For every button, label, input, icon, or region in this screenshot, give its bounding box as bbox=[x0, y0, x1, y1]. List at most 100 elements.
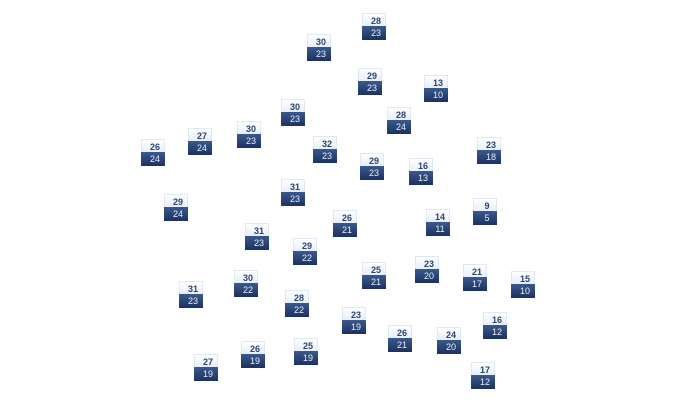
low-temp: 11 bbox=[426, 222, 450, 236]
low-temp: 23 bbox=[179, 294, 203, 308]
low-temp: 10 bbox=[511, 284, 535, 298]
low-temp: 21 bbox=[362, 275, 386, 289]
low-temp: 19 bbox=[342, 320, 366, 334]
temperature-marker[interactable]: 26 21 bbox=[388, 325, 412, 352]
temperature-marker[interactable]: 30 23 bbox=[281, 99, 305, 126]
temperature-marker[interactable]: 28 23 bbox=[362, 13, 386, 40]
temperature-marker[interactable]: 23 18 bbox=[477, 137, 501, 164]
high-temp: 27 bbox=[188, 128, 212, 141]
high-temp: 26 bbox=[141, 139, 165, 152]
temperature-marker[interactable]: 28 22 bbox=[285, 290, 309, 317]
low-temp: 23 bbox=[237, 134, 261, 148]
high-temp: 16 bbox=[409, 158, 433, 171]
high-temp: 13 bbox=[424, 75, 448, 88]
high-temp: 24 bbox=[437, 327, 461, 340]
temperature-marker[interactable]: 29 22 bbox=[293, 238, 317, 265]
low-temp: 24 bbox=[164, 207, 188, 221]
high-temp: 16 bbox=[483, 312, 507, 325]
temperature-marker[interactable]: 29 24 bbox=[164, 194, 188, 221]
low-temp: 22 bbox=[234, 283, 258, 297]
temperature-marker[interactable]: 25 19 bbox=[294, 338, 318, 365]
high-temp: 30 bbox=[307, 34, 331, 47]
temperature-marker[interactable]: 30 23 bbox=[237, 121, 261, 148]
high-temp: 29 bbox=[360, 153, 384, 166]
low-temp: 12 bbox=[483, 325, 507, 339]
temperature-marker[interactable]: 23 19 bbox=[342, 307, 366, 334]
low-temp: 17 bbox=[463, 277, 487, 291]
temperature-marker[interactable]: 27 19 bbox=[194, 354, 218, 381]
high-temp: 28 bbox=[362, 13, 386, 26]
high-temp: 26 bbox=[333, 210, 357, 223]
low-temp: 20 bbox=[437, 340, 461, 354]
high-temp: 15 bbox=[511, 271, 535, 284]
low-temp: 24 bbox=[387, 120, 411, 134]
low-temp: 22 bbox=[285, 303, 309, 317]
low-temp: 23 bbox=[245, 236, 269, 250]
high-temp: 9 bbox=[473, 198, 497, 211]
high-temp: 23 bbox=[342, 307, 366, 320]
high-temp: 14 bbox=[426, 209, 450, 222]
low-temp: 23 bbox=[362, 26, 386, 40]
temperature-marker[interactable]: 15 10 bbox=[511, 271, 535, 298]
temperature-marker[interactable]: 21 17 bbox=[463, 264, 487, 291]
high-temp: 26 bbox=[241, 341, 265, 354]
temperature-marker[interactable]: 31 23 bbox=[281, 179, 305, 206]
high-temp: 31 bbox=[179, 281, 203, 294]
low-temp: 10 bbox=[424, 88, 448, 102]
temperature-marker[interactable]: 14 11 bbox=[426, 209, 450, 236]
temperature-marker[interactable]: 28 24 bbox=[387, 107, 411, 134]
high-temp: 32 bbox=[313, 136, 337, 149]
low-temp: 24 bbox=[141, 152, 165, 166]
temperature-marker[interactable]: 30 23 bbox=[307, 34, 331, 61]
temperature-marker[interactable]: 23 20 bbox=[415, 256, 439, 283]
low-temp: 12 bbox=[471, 375, 495, 389]
temperature-marker[interactable]: 26 24 bbox=[141, 139, 165, 166]
temperature-marker[interactable]: 27 24 bbox=[188, 128, 212, 155]
temperature-marker[interactable]: 31 23 bbox=[179, 281, 203, 308]
high-temp: 28 bbox=[285, 290, 309, 303]
temperature-marker[interactable]: 25 21 bbox=[362, 262, 386, 289]
high-temp: 30 bbox=[234, 270, 258, 283]
low-temp: 23 bbox=[360, 166, 384, 180]
temperature-marker[interactable]: 26 19 bbox=[241, 341, 265, 368]
high-temp: 31 bbox=[281, 179, 305, 192]
low-temp: 19 bbox=[194, 367, 218, 381]
high-temp: 30 bbox=[237, 121, 261, 134]
low-temp: 23 bbox=[281, 192, 305, 206]
low-temp: 21 bbox=[388, 338, 412, 352]
low-temp: 24 bbox=[188, 141, 212, 155]
low-temp: 23 bbox=[307, 47, 331, 61]
temperature-marker[interactable]: 32 23 bbox=[313, 136, 337, 163]
temperature-marker[interactable]: 30 22 bbox=[234, 270, 258, 297]
temperature-marker[interactable]: 24 20 bbox=[437, 327, 461, 354]
low-temp: 13 bbox=[409, 171, 433, 185]
low-temp: 18 bbox=[477, 150, 501, 164]
high-temp: 29 bbox=[164, 194, 188, 207]
temperature-marker[interactable]: 17 12 bbox=[471, 362, 495, 389]
low-temp: 20 bbox=[415, 269, 439, 283]
temperature-marker[interactable]: 29 23 bbox=[360, 153, 384, 180]
temperature-marker[interactable]: 13 10 bbox=[424, 75, 448, 102]
high-temp: 25 bbox=[294, 338, 318, 351]
high-temp: 28 bbox=[387, 107, 411, 120]
low-temp: 19 bbox=[294, 351, 318, 365]
high-temp: 31 bbox=[245, 223, 269, 236]
high-temp: 17 bbox=[471, 362, 495, 375]
low-temp: 21 bbox=[333, 223, 357, 237]
high-temp: 25 bbox=[362, 262, 386, 275]
high-temp: 26 bbox=[388, 325, 412, 338]
low-temp: 22 bbox=[293, 251, 317, 265]
temperature-marker[interactable]: 29 23 bbox=[358, 68, 382, 95]
temperature-marker[interactable]: 16 12 bbox=[483, 312, 507, 339]
low-temp: 19 bbox=[241, 354, 265, 368]
low-temp: 23 bbox=[281, 112, 305, 126]
high-temp: 30 bbox=[281, 99, 305, 112]
low-temp: 5 bbox=[473, 211, 497, 225]
temperature-marker[interactable]: 26 21 bbox=[333, 210, 357, 237]
temperature-marker[interactable]: 16 13 bbox=[409, 158, 433, 185]
low-temp: 23 bbox=[358, 81, 382, 95]
high-temp: 21 bbox=[463, 264, 487, 277]
temperature-marker[interactable]: 31 23 bbox=[245, 223, 269, 250]
high-temp: 29 bbox=[293, 238, 317, 251]
